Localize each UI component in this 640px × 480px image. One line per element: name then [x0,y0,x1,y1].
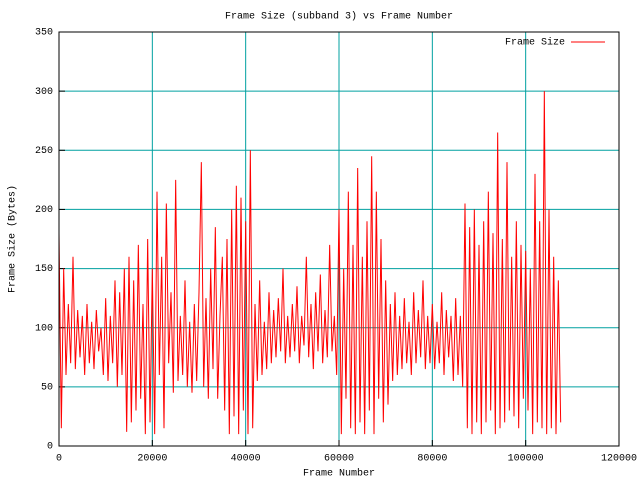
y-tick-label: 50 [41,382,53,393]
x-tick-label: 60000 [324,454,354,465]
y-tick-label: 350 [35,28,53,39]
x-tick-label: 40000 [231,454,261,465]
y-tick-label: 200 [35,205,53,216]
x-tick-label: 20000 [137,454,167,465]
legend-label: Frame Size [505,37,565,49]
x-tick-label: 0 [56,454,62,465]
y-axis-label: Frame Size (Bytes) [7,185,19,293]
y-tick-label: 300 [35,87,53,98]
x-axis-label: Frame Number [303,468,375,480]
x-tick-label: 100000 [508,454,544,465]
x-tick-label: 120000 [601,454,637,465]
y-tick-label: 100 [35,323,53,334]
data-line [58,91,562,435]
x-tick-label: 80000 [417,454,447,465]
y-tick-label: 0 [47,442,53,453]
plot-border [58,31,620,447]
y-tick-label: 250 [35,146,53,157]
chart-title: Frame Size (subband 3) vs Frame Number [225,11,453,23]
y-tick-label: 150 [35,264,53,275]
